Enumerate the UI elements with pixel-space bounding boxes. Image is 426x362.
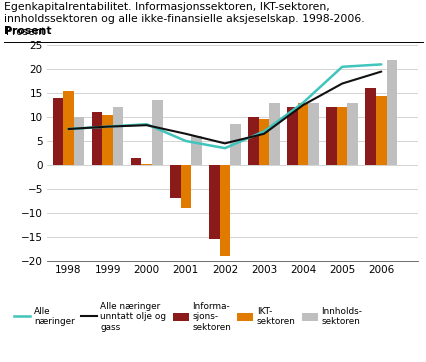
Bar: [386, 60, 396, 165]
Bar: [112, 108, 123, 165]
Bar: [219, 165, 230, 256]
Legend: Alle
næringer, Alle næringer
unntatt olje og
gass, Informa-
sjons-
sektoren, IKT: Alle næringer, Alle næringer unntatt olj…: [14, 302, 362, 332]
Bar: [297, 103, 308, 165]
Text: Prosent: Prosent: [4, 26, 52, 36]
Bar: [141, 164, 152, 165]
Bar: [152, 100, 162, 165]
Bar: [347, 103, 357, 165]
Bar: [190, 136, 201, 165]
Bar: [248, 117, 258, 165]
Text: Prosent: Prosent: [6, 27, 45, 37]
Bar: [130, 158, 141, 165]
Bar: [325, 108, 336, 165]
Bar: [375, 96, 386, 165]
Bar: [63, 91, 74, 165]
Bar: [287, 108, 297, 165]
Text: innholdssektoren og alle ikke-finansielle aksjeselskap. 1998-2006.: innholdssektoren og alle ikke-finansiell…: [4, 14, 364, 24]
Bar: [269, 103, 279, 165]
Text: Egenkapitalrentabilitet. Informasjonssektoren, IKT-sektoren,: Egenkapitalrentabilitet. Informasjonssek…: [4, 2, 329, 12]
Bar: [336, 108, 347, 165]
Bar: [74, 117, 84, 165]
Bar: [170, 165, 180, 198]
Bar: [102, 115, 112, 165]
Bar: [308, 103, 318, 165]
Bar: [180, 165, 190, 208]
Bar: [365, 88, 375, 165]
Bar: [209, 165, 219, 239]
Bar: [52, 98, 63, 165]
Bar: [258, 119, 269, 165]
Bar: [92, 112, 102, 165]
Bar: [230, 124, 240, 165]
